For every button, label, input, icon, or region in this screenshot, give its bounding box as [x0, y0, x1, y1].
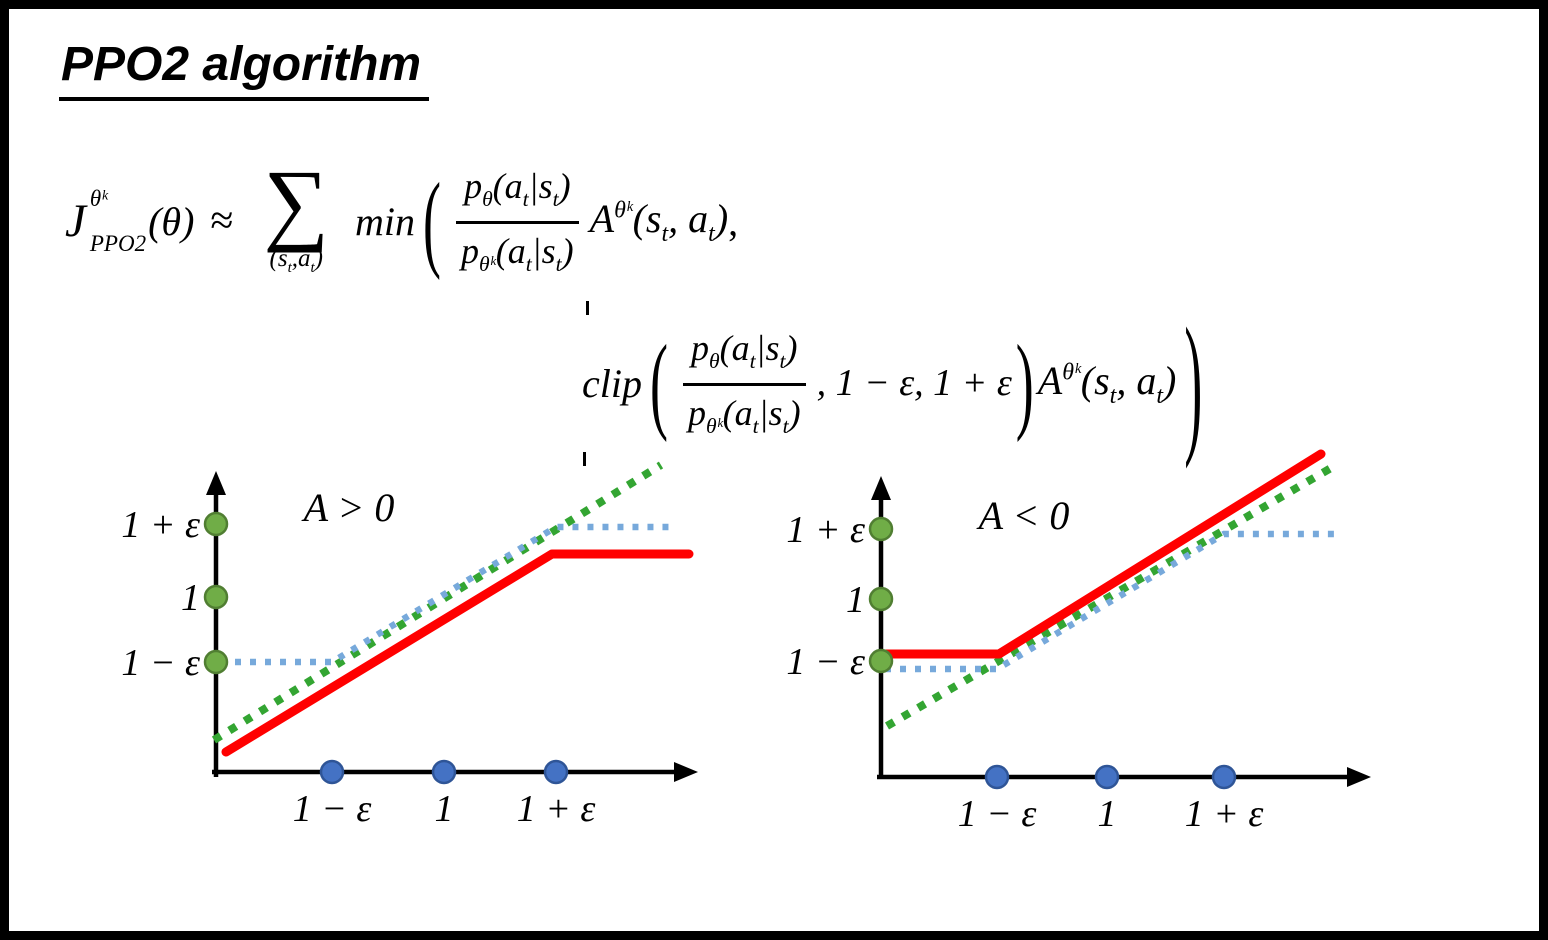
- y-axis-dots: [868, 516, 894, 674]
- math-J: J: [65, 195, 86, 247]
- clip-function: clip: [582, 360, 642, 406]
- y-axis-dots: [203, 511, 229, 675]
- x-tick-label: 1 − ε: [958, 793, 1037, 835]
- objective-J-term: J θᵏ PPO2 (θ): [65, 187, 194, 255]
- y-dot-1plus: [868, 516, 894, 542]
- open-paren-clip: (: [649, 323, 668, 443]
- close-paren-min: ): [1184, 296, 1203, 470]
- separator-comma: ,: [728, 198, 739, 244]
- plot-title: A < 0: [976, 493, 1070, 538]
- stray-mark-1: [586, 301, 589, 315]
- y-tick-label: 1: [846, 579, 865, 621]
- plot-a-positive: 1 + ε 1 1 − ε 1 − ε 1 1 + ε A > 0: [121, 461, 698, 830]
- advantage-term: Aθᵏ(st, at): [589, 195, 729, 247]
- y-dot-1minus: [203, 649, 229, 675]
- x-dot-1minus: [319, 759, 345, 785]
- sigma-symbol: ∑: [263, 151, 330, 254]
- summation-index: (st,at): [269, 244, 323, 276]
- x-tick-label: 1 + ε: [1185, 793, 1264, 835]
- y-tick-label: 1 + ε: [121, 504, 200, 546]
- open-paren-min: (: [423, 161, 442, 281]
- y-dot-1: [868, 586, 894, 612]
- x-dot-1: [431, 759, 457, 785]
- y-tick-label: 1 + ε: [786, 509, 865, 551]
- x-axis-arrow-icon: [1347, 767, 1371, 787]
- y-tick-label: 1 − ε: [121, 642, 200, 684]
- fraction-numerator: pθ(at|st): [456, 163, 579, 224]
- y-axis-arrow-icon: [871, 476, 891, 500]
- y-tick-label: 1 − ε: [786, 641, 865, 683]
- fraction-denominator: pθᵏ(at|st): [687, 392, 801, 438]
- x-dot-1plus: [543, 759, 569, 785]
- stray-mark-2: [583, 452, 586, 466]
- probability-ratio-fraction: pθ(at|st) pθᵏ(at|st): [453, 163, 582, 278]
- formula-line-1: J θᵏ PPO2 (θ) ≈ ∑ (st,at) min ( pθ(at|st…: [65, 137, 1539, 305]
- x-axis-arrow-icon: [674, 762, 698, 782]
- summation: ∑ (st,at): [263, 151, 330, 276]
- close-paren-clip: ): [1015, 323, 1034, 443]
- x-dot-1plus: [1211, 764, 1237, 790]
- ratio-identity-line: [211, 461, 664, 744]
- clip-bounds: , 1 − ε, 1 + ε: [816, 362, 1012, 404]
- plot-a-negative: 1 + ε 1 1 − ε 1 − ε 1 1 + ε A < 0: [786, 449, 1371, 835]
- fraction-numerator: pθ(at|st): [683, 325, 806, 386]
- page-title: PPO2 algorithm: [59, 38, 430, 101]
- x-dot-1: [1094, 764, 1120, 790]
- x-tick-label: 1 + ε: [517, 788, 596, 830]
- x-tick-label: 1 − ε: [293, 788, 372, 830]
- y-dot-1minus: [868, 648, 894, 674]
- advantage-term: Aθᵏ(st, at): [1037, 357, 1177, 409]
- min-function: min: [355, 198, 416, 244]
- y-dot-1plus: [203, 511, 229, 537]
- x-tick-label: 1: [435, 788, 454, 830]
- x-axis-dots: [984, 764, 1237, 790]
- fraction-denominator: pθᵏ(at|st): [461, 230, 574, 276]
- J-subscript: PPO2: [89, 231, 147, 256]
- x-axis-dots: [319, 759, 569, 785]
- objective-line: [876, 449, 1326, 659]
- x-dot-1minus: [984, 764, 1010, 790]
- approx-sign: ≈: [210, 198, 234, 244]
- J-scripts: θᵏ PPO2: [90, 187, 146, 255]
- J-superscript: θᵏ: [89, 186, 108, 211]
- y-tick-label: 1: [181, 577, 200, 619]
- clipped-ratio-line: [220, 523, 670, 666]
- plot-title: A > 0: [301, 485, 395, 530]
- objective-line: [221, 549, 694, 757]
- ppo2-objective-formula: J θᵏ PPO2 (θ) ≈ ∑ (st,at) min ( pθ(at|st…: [65, 137, 1539, 470]
- ratio-identity-line: [884, 464, 1334, 730]
- J-argument: (θ): [148, 198, 195, 244]
- x-tick-label: 1: [1098, 793, 1117, 835]
- probability-ratio-fraction: pθ(at|st) pθᵏ(at|st): [680, 325, 809, 440]
- y-dot-1: [203, 584, 229, 610]
- clipped-ratio-line: [885, 530, 1342, 673]
- y-axis-arrow-icon: [206, 471, 226, 495]
- formula-line-2: clip ( pθ(at|st) pθᵏ(at|st) , 1 − ε, 1 +…: [570, 296, 1539, 470]
